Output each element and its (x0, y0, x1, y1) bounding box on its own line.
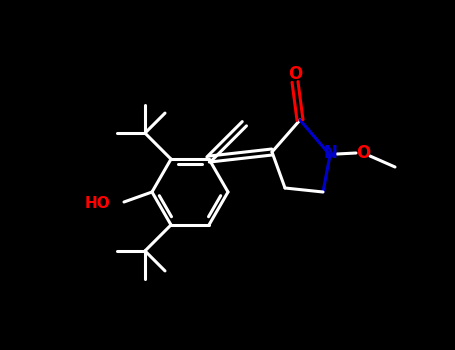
Text: HO: HO (84, 196, 110, 211)
Text: O: O (356, 144, 370, 162)
Text: N: N (323, 144, 337, 162)
Text: O: O (288, 65, 302, 83)
